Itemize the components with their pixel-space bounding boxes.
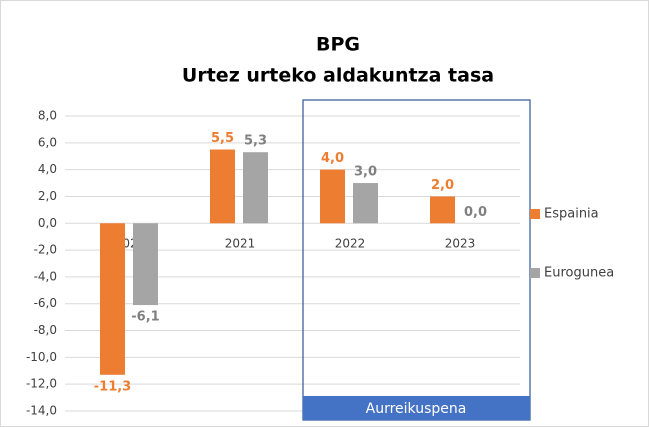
value-label: -11,3	[94, 379, 131, 394]
forecast-band	[303, 396, 530, 420]
x-tick-label: 2023	[445, 237, 476, 251]
y-tick-label: 4,0	[38, 162, 57, 176]
value-label: -6,1	[131, 310, 159, 325]
legend-swatch	[530, 268, 540, 278]
chart-subtitle: Urtez urteko aldakuntza tasa	[182, 65, 494, 87]
legend-label: Espainia	[544, 207, 599, 222]
forecast-label: Aurreikuspena	[366, 401, 467, 417]
legend-swatch	[530, 209, 540, 219]
y-tick-label: 6,0	[38, 135, 57, 149]
bar	[133, 223, 158, 306]
y-tick-label: -12,0	[26, 377, 57, 391]
value-label: 3,0	[354, 165, 377, 180]
y-tick-label: -2,0	[34, 243, 57, 257]
value-label: 4,0	[321, 151, 344, 166]
bar	[353, 183, 378, 224]
chart-title: BPG	[316, 34, 360, 56]
y-tick-label: -4,0	[34, 269, 57, 283]
y-tick-label: 8,0	[38, 109, 57, 123]
value-label: 2,0	[431, 178, 454, 193]
value-label: 5,3	[244, 134, 267, 149]
x-tick-label: 2022	[335, 237, 366, 251]
y-tick-label: -14,0	[26, 404, 57, 418]
x-tick-label: 2021	[225, 237, 256, 251]
legend-label: Eurogunea	[544, 266, 614, 281]
value-label: 0,0	[464, 205, 487, 220]
y-tick-label: -8,0	[34, 323, 57, 337]
y-tick-label: 2,0	[38, 189, 57, 203]
bar	[210, 149, 235, 224]
bar	[243, 152, 268, 224]
y-tick-label: 0,0	[38, 216, 57, 230]
value-label: 5,5	[211, 131, 234, 146]
y-tick-label: -10,0	[26, 350, 57, 364]
y-tick-label: -6,0	[34, 296, 57, 310]
bar	[430, 196, 455, 224]
bar	[320, 169, 345, 224]
bar	[100, 223, 125, 375]
